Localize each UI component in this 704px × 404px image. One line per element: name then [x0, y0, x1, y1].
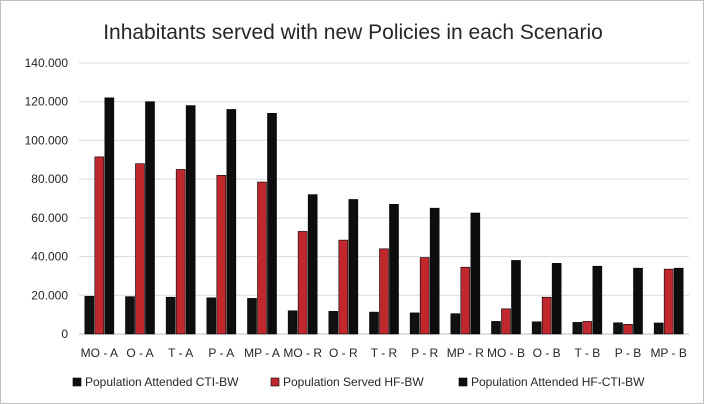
bar-population-served-hf-bw — [623, 324, 633, 335]
bar-population-attended-cti-bw — [369, 311, 379, 335]
x-tick-label: T - A — [168, 346, 193, 360]
bar-population-attended-cti-bw — [531, 321, 542, 335]
bar-population-served-hf-bw — [135, 163, 145, 335]
bar-population-served-hf-bw — [297, 231, 308, 335]
legend-label: Population Served HF-BW — [283, 375, 424, 389]
x-tick-label: MO - R — [283, 346, 322, 360]
x-tick-label: P - R — [411, 346, 438, 360]
bars — [84, 97, 684, 335]
bar-population-served-hf-bw — [419, 257, 430, 335]
bar-population-attended-hf-cti-bw — [348, 199, 359, 335]
y-tick-label: 20.000 — [31, 288, 68, 302]
bar-population-attended-cti-bw — [572, 322, 583, 335]
bar-population-served-hf-bw — [663, 268, 674, 335]
x-axis-tick-labels: MO - A O - A T - A P - A MP - A MO - R O - R T … — [81, 346, 687, 360]
x-tick-label: T - R — [371, 346, 398, 360]
bar-population-attended-hf-cti-bw — [185, 105, 196, 335]
y-tick-label: 100.000 — [25, 133, 69, 147]
bar-population-attended-cti-bw — [613, 322, 623, 335]
bar-population-attended-cti-bw — [491, 321, 501, 335]
x-tick-label: T - B — [574, 346, 600, 360]
y-tick-label: 80.000 — [31, 172, 68, 186]
x-tick-label: O - A — [126, 346, 153, 360]
bar-population-attended-cti-bw — [84, 295, 95, 335]
bar-population-attended-cti-bw — [247, 298, 257, 335]
x-tick-label: O - R — [329, 346, 358, 360]
bar-population-attended-cti-bw — [409, 312, 420, 335]
bar-population-served-hf-bw — [257, 181, 267, 335]
bar-population-served-hf-bw — [379, 248, 389, 335]
bar-population-attended-cti-bw — [653, 322, 664, 335]
legend-label: Population Attended CTI-BW — [85, 375, 239, 389]
legend-label: Population Attended HF-CTI-BW — [471, 375, 645, 389]
x-tick-label: P - A — [208, 346, 234, 360]
bar-population-attended-hf-cti-bw — [511, 260, 521, 335]
y-tick-label: 0 — [61, 327, 68, 341]
bar-population-attended-hf-cti-bw — [592, 265, 603, 335]
bar-population-attended-hf-cti-bw — [429, 207, 440, 335]
bar-population-served-hf-bw — [582, 321, 593, 335]
y-tick-label: 60.000 — [31, 211, 68, 225]
bar-population-served-hf-bw — [338, 239, 349, 335]
y-axis-tick-labels: 0 20.000 40.000 60.000 80.000 100.000 120.000 1… — [25, 56, 69, 341]
x-tick-label: O - B — [533, 346, 561, 360]
bar-population-served-hf-bw — [501, 308, 511, 335]
legend-swatch — [270, 377, 280, 387]
bar-population-attended-hf-cti-bw — [470, 212, 481, 335]
x-tick-label: P - B — [615, 346, 641, 360]
x-tick-label: MP - R — [447, 346, 484, 360]
bar-population-attended-cti-bw — [287, 310, 298, 335]
x-tick-label: MP - B — [650, 346, 686, 360]
bar-population-attended-hf-cti-bw — [389, 204, 399, 335]
bar-population-attended-cti-bw — [206, 297, 217, 335]
bar-population-attended-hf-cti-bw — [145, 101, 155, 335]
x-tick-label: MP - A — [244, 346, 280, 360]
y-tick-label: 40.000 — [31, 250, 68, 264]
bar-population-served-hf-bw — [460, 266, 471, 335]
bar-population-served-hf-bw — [541, 296, 552, 335]
bar-population-attended-cti-bw — [450, 313, 461, 335]
y-tick-label: 120.000 — [25, 95, 69, 109]
legend-swatch — [458, 377, 468, 387]
bar-population-served-hf-bw — [175, 169, 186, 335]
x-tick-label: MO - A — [81, 346, 118, 360]
bar-population-attended-hf-cti-bw — [633, 267, 643, 335]
bar-population-served-hf-bw — [216, 174, 227, 335]
bar-population-attended-cti-bw — [328, 311, 339, 335]
bar-population-attended-hf-cti-bw — [226, 109, 237, 335]
bar-population-attended-hf-cti-bw — [104, 97, 115, 335]
y-tick-label: 140.000 — [25, 56, 69, 70]
legend-swatch — [72, 377, 82, 387]
bar-population-attended-hf-cti-bw — [307, 194, 318, 335]
bar-population-served-hf-bw — [94, 156, 105, 335]
bar-population-attended-hf-cti-bw — [673, 267, 684, 335]
bar-population-attended-hf-cti-bw — [267, 113, 277, 335]
bar-population-attended-cti-bw — [165, 296, 176, 335]
bar-population-attended-cti-bw — [125, 296, 135, 335]
legend: Population Attended CTI-BW Population Ser… — [72, 375, 645, 389]
chart-title: Inhabitants served with new Policies in … — [103, 21, 603, 44]
x-tick-label: MO - B — [487, 346, 525, 360]
bar-population-attended-hf-cti-bw — [551, 263, 562, 335]
